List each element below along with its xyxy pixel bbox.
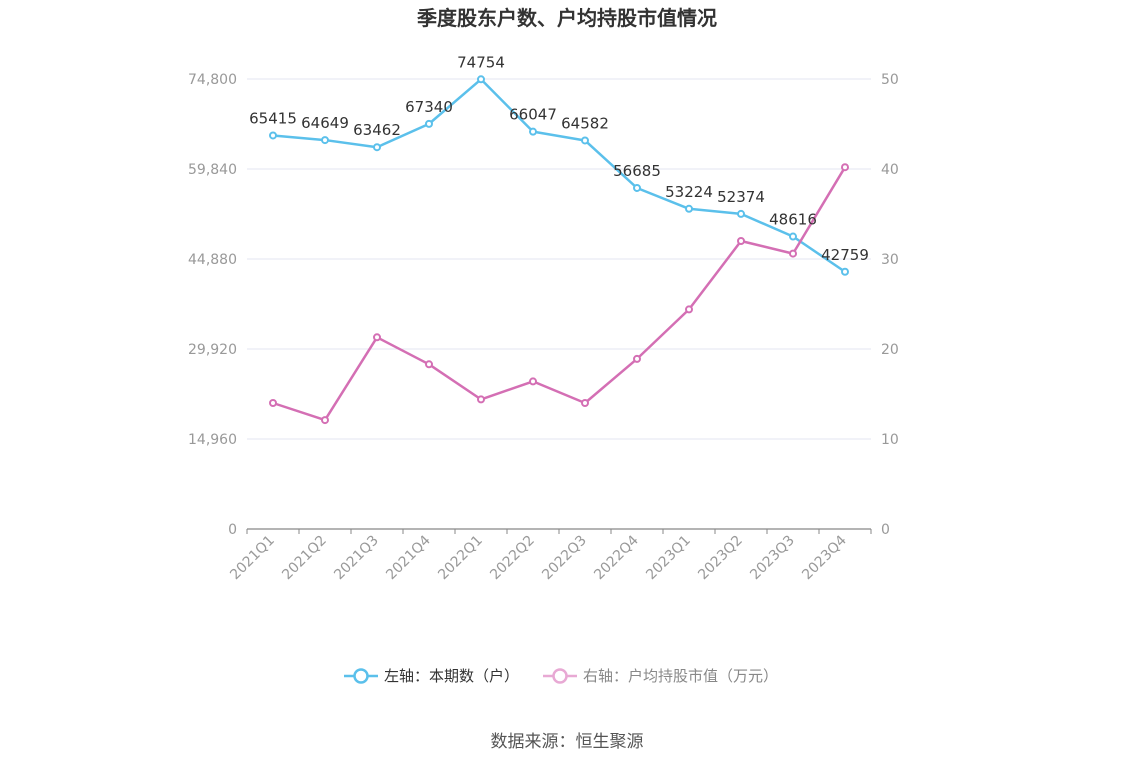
x-tick-label: 2022Q1	[435, 533, 486, 584]
left-tick-label: 44,880	[188, 252, 237, 268]
left-tick-label: 74,800	[188, 72, 237, 88]
data-label: 52374	[717, 188, 765, 206]
legend-item-right-axis: 右轴：户均持股市值（万元）	[543, 667, 778, 685]
left-tick-label: 14,960	[188, 432, 237, 448]
data-label: 48616	[769, 211, 817, 229]
data-point	[789, 232, 797, 241]
x-tick-label: 2023Q1	[643, 533, 694, 584]
data-point	[581, 399, 589, 407]
x-tick-label: 2021Q3	[331, 533, 382, 584]
data-point	[685, 305, 693, 314]
right-tick-label: 10	[881, 432, 899, 448]
data-point	[633, 354, 641, 363]
right-tick-label: 50	[881, 72, 899, 88]
data-point	[425, 360, 433, 369]
series-line	[272, 166, 847, 422]
data-point	[321, 136, 329, 145]
legend-marker	[353, 668, 369, 684]
legend: 左轴：本期数（户） 右轴：户均持股市值（万元）	[344, 667, 778, 685]
data-label: 53224	[665, 183, 713, 201]
right-tick-label: 20	[881, 342, 899, 358]
data-point	[633, 183, 641, 192]
left-axis-ticks: 0 14,960 29,920 44,880 59,840 74,800	[188, 72, 237, 538]
data-label: 64649	[301, 114, 349, 132]
right-tick-label: 0	[881, 522, 890, 538]
data-label: 67340	[405, 98, 453, 116]
data-point	[269, 399, 277, 407]
data-point	[477, 75, 485, 84]
source-text: 数据来源：恒生聚源	[491, 732, 644, 752]
legend-label: 右轴：户均持股市值（万元）	[583, 667, 778, 685]
data-point	[321, 416, 329, 425]
data-label: 42759	[821, 246, 869, 264]
data-label: 65415	[249, 109, 297, 127]
grid-lines	[247, 78, 871, 440]
right-tick-label: 40	[881, 162, 899, 178]
x-tick-label: 2022Q3	[539, 533, 590, 584]
data-point	[373, 333, 381, 342]
left-tick-label: 0	[228, 522, 237, 538]
data-point	[841, 267, 849, 276]
x-tick-label: 2021Q2	[279, 533, 330, 584]
x-tick-label: 2022Q2	[487, 533, 538, 584]
data-point	[685, 204, 693, 213]
x-tick-label: 2021Q1	[227, 533, 278, 584]
right-tick-label: 30	[881, 252, 899, 268]
legend-marker	[552, 668, 568, 684]
left-tick-label: 59,840	[188, 162, 237, 178]
x-tick-label: 2022Q4	[591, 532, 642, 583]
data-label: 63462	[353, 121, 401, 139]
data-point	[425, 119, 433, 128]
data-point	[269, 131, 277, 140]
data-label: 74754	[457, 53, 505, 71]
series-line	[272, 78, 846, 273]
chart-title: 季度股东户数、户均持股市值情况	[416, 6, 717, 30]
right-axis-ticks: 0 10 20 30 40 50	[881, 72, 899, 538]
x-tick-label: 2023Q3	[747, 533, 798, 584]
data-label: 64582	[561, 114, 609, 132]
series-layer	[269, 75, 849, 425]
x-tick-label: 2023Q4	[799, 532, 850, 583]
data-point	[373, 143, 381, 152]
x-axis: 2021Q1 2021Q2 2021Q3 2021Q4 2022Q1 2022Q2 2022…	[227, 528, 872, 584]
x-tick-label: 2021Q4	[383, 532, 434, 583]
data-label: 56685	[613, 162, 661, 180]
data-point	[529, 377, 537, 386]
legend-label: 左轴：本期数（户）	[384, 667, 519, 685]
left-tick-label: 29,920	[188, 342, 237, 358]
data-point	[789, 249, 797, 258]
data-point	[477, 395, 485, 404]
data-point	[529, 127, 537, 136]
data-label: 66047	[509, 106, 557, 124]
legend-item-left-axis: 左轴：本期数（户）	[344, 667, 519, 685]
data-point	[581, 136, 589, 145]
data-point	[737, 237, 745, 245]
x-tick-label: 2023Q2	[695, 533, 746, 584]
data-point	[737, 209, 745, 218]
data-point	[841, 163, 849, 172]
